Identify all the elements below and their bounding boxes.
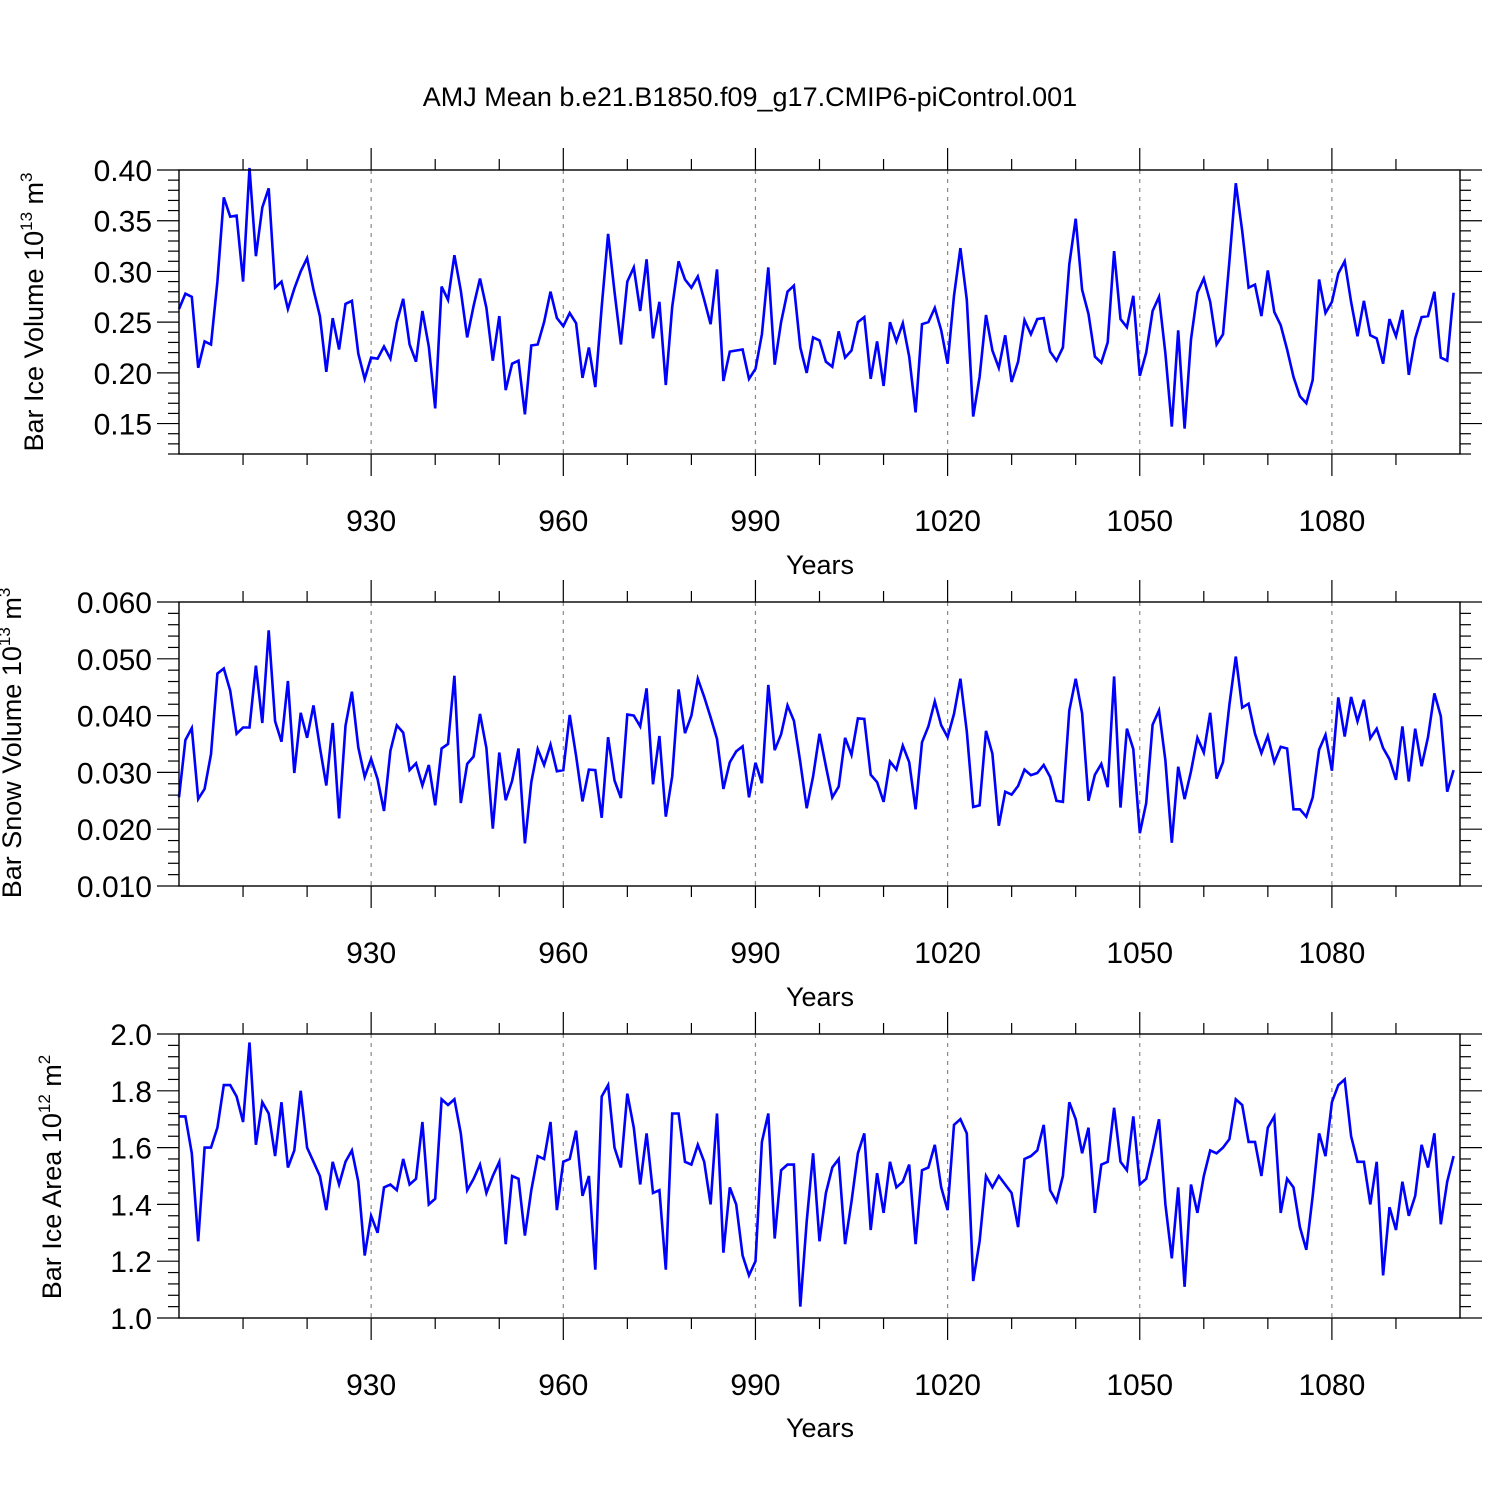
x-axis-title: Years (786, 550, 854, 580)
plot-frame (178, 601, 1461, 887)
series-line (177, 630, 1455, 844)
x-tick-label: 930 (346, 1369, 396, 1402)
plot-frame (178, 1033, 1461, 1319)
y-axis-title: Bar Snow Volume 1013 m3 (0, 588, 27, 899)
y-tick-label: 1.6 (110, 1133, 152, 1166)
x-tick-label: 960 (538, 505, 588, 538)
y-tick-label: 1.4 (110, 1189, 152, 1222)
x-tick-label: 960 (538, 937, 588, 970)
y-axis-unit-base: 10 (19, 231, 49, 261)
y-axis-unit-base: 10 (37, 1113, 67, 1143)
plot-frame (178, 169, 1461, 455)
panel-snow-volume: Years Bar Snow Volume 1013 m3 0.010 0.020… (0, 580, 1482, 1012)
x-tick-label: 1020 (914, 937, 981, 970)
y-tick-label: 1.8 (110, 1076, 152, 1109)
y-axis-unit-exp: 12 (35, 1094, 54, 1113)
x-tick-label: 1020 (914, 1369, 981, 1402)
y-axis-unit-tail-exp: 2 (35, 1055, 54, 1064)
x-tick-label: 990 (730, 1369, 780, 1402)
x-tick-label: 930 (346, 505, 396, 538)
y-axis-unit-tail-exp: 3 (0, 588, 14, 597)
panel-ice-area: Years Bar Ice Area 1012 m2 1.0 1.2 1.4 1.6 1… (35, 1012, 1482, 1443)
x-tick-label: 1080 (1299, 1369, 1366, 1402)
y-tick-label: 0.010 (77, 871, 152, 904)
x-tick-label: 990 (730, 937, 780, 970)
y-tick-label: 0.040 (77, 701, 152, 734)
y-tick-label: 0.050 (77, 644, 152, 677)
x-tick-label: 1020 (914, 505, 981, 538)
x-axis-title: Years (786, 1413, 854, 1443)
x-tick-label: 1080 (1299, 937, 1366, 970)
x-tick-label: 1050 (1106, 505, 1173, 538)
y-axis-unit-tail: m (37, 1064, 67, 1087)
y-axis-unit-tail: m (0, 597, 27, 620)
y-axis-unit-tail: m (19, 182, 49, 205)
x-tick-label: 1080 (1299, 505, 1366, 538)
y-tick-label: 0.15 (94, 409, 152, 442)
y-tick-label: 1.2 (110, 1246, 152, 1279)
series-line (177, 167, 1455, 429)
y-tick-label: 0.25 (94, 307, 152, 340)
x-tick-label: 1050 (1106, 937, 1173, 970)
y-tick-label: 2.0 (110, 1019, 152, 1052)
y-tick-label: 0.020 (77, 814, 152, 847)
y-tick-label: 1.0 (110, 1303, 152, 1336)
y-axis-title: Bar Ice Volume 1013 m3 (17, 172, 49, 451)
y-axis-unit-tail-exp: 3 (17, 172, 36, 181)
y-axis-title-text: Bar Snow Volume (0, 684, 27, 899)
y-tick-label: 0.030 (77, 757, 152, 790)
x-tick-label: 930 (346, 937, 396, 970)
x-tick-label: 1050 (1106, 1369, 1173, 1402)
y-axis-title-text: Bar Ice Volume (19, 268, 49, 451)
y-axis-title: Bar Ice Area 1012 m2 (35, 1055, 67, 1300)
x-tick-label: 960 (538, 1369, 588, 1402)
y-tick-label: 0.35 (94, 206, 152, 239)
y-tick-label: 0.060 (77, 587, 152, 620)
series-line (179, 1042, 1455, 1307)
figure-title: AMJ Mean b.e21.B1850.f09_g17.CMIP6-piCon… (423, 82, 1077, 112)
x-axis-title: Years (786, 982, 854, 1012)
y-axis-unit-exp: 13 (17, 212, 36, 231)
y-tick-label: 0.20 (94, 358, 152, 391)
y-axis-unit-exp: 13 (0, 627, 14, 646)
y-axis-title-text: Bar Ice Area (37, 1150, 67, 1300)
y-tick-label: 0.30 (94, 256, 152, 289)
y-tick-label: 0.40 (94, 155, 152, 188)
y-axis-unit-base: 10 (0, 646, 27, 676)
x-tick-label: 990 (730, 505, 780, 538)
panel-ice-volume: Years Bar Ice Volume 1013 m3 0.15 0.20 0.2… (17, 148, 1482, 580)
